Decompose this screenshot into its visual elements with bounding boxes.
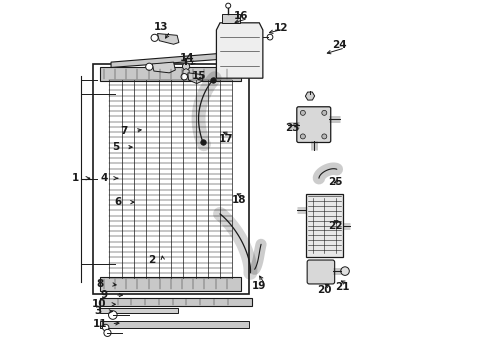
Text: 12: 12 [273,23,288,33]
Text: 13: 13 [154,22,168,32]
Circle shape [322,111,327,115]
Text: 21: 21 [335,282,349,292]
Polygon shape [157,33,179,44]
Circle shape [341,267,349,275]
Circle shape [102,324,109,331]
Text: 5: 5 [112,142,119,152]
Bar [100,308,178,313]
Circle shape [151,34,158,41]
Bar [93,64,248,294]
Text: 14: 14 [180,53,195,63]
Circle shape [104,329,111,337]
Circle shape [254,50,261,58]
Bar [100,321,248,328]
Polygon shape [217,23,263,78]
Bar [306,194,343,257]
Text: 2: 2 [148,255,155,265]
Text: 7: 7 [120,126,127,136]
Text: 22: 22 [328,221,343,231]
Text: 4: 4 [100,173,108,183]
Text: 15: 15 [192,71,206,81]
Text: 9: 9 [100,290,107,300]
Circle shape [181,73,188,80]
Circle shape [146,63,153,70]
Circle shape [182,63,190,70]
Polygon shape [188,73,203,84]
Text: 3: 3 [94,306,101,316]
Text: 6: 6 [115,197,122,207]
Text: 23: 23 [285,123,299,133]
Text: 24: 24 [332,40,347,50]
Polygon shape [111,51,256,67]
Bar [100,298,252,306]
Text: 18: 18 [232,195,246,204]
Circle shape [267,34,273,40]
Circle shape [226,3,231,8]
Text: 19: 19 [252,282,267,292]
Text: 16: 16 [234,11,249,21]
Bar [100,277,242,291]
Text: 8: 8 [97,279,104,289]
Bar [222,14,240,23]
Text: 10: 10 [92,299,106,309]
Text: 11: 11 [93,319,108,329]
Text: 20: 20 [317,285,332,295]
Text: 1: 1 [72,173,79,183]
FancyBboxPatch shape [297,107,331,143]
Circle shape [322,134,327,139]
Circle shape [109,311,117,319]
Text: 17: 17 [219,134,234,144]
Polygon shape [152,62,175,73]
Circle shape [300,111,305,115]
Bar [100,67,242,81]
FancyBboxPatch shape [307,260,335,284]
Circle shape [300,134,305,139]
Text: 25: 25 [328,177,343,187]
